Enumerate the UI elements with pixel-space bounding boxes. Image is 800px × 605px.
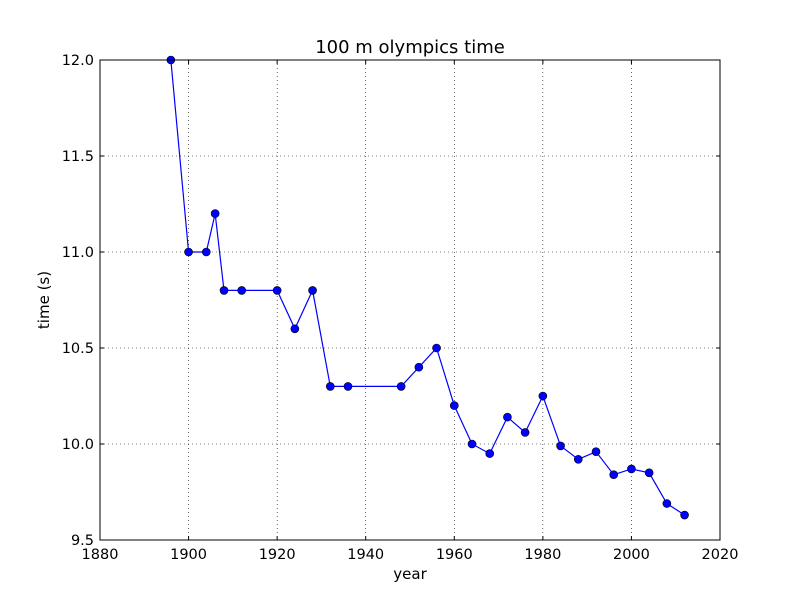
data-point [538, 391, 548, 401]
data-point [556, 441, 565, 451]
data-point [272, 286, 282, 295]
x-tick-label: 1980 [524, 547, 561, 563]
x-tick-label: 1940 [347, 547, 384, 563]
x-tick-label: 1960 [436, 547, 473, 563]
data-point [467, 439, 477, 449]
data-point [573, 455, 583, 464]
data-point [325, 382, 335, 391]
data-point [503, 412, 512, 422]
data-series [166, 55, 689, 520]
plot-background [100, 60, 720, 540]
data-point [662, 499, 672, 508]
x-axis-label: year [393, 565, 427, 583]
y-tick-label: 11.0 [62, 245, 94, 261]
data-point [591, 447, 601, 456]
data-point [237, 286, 247, 295]
data-point [609, 470, 619, 480]
series-line [170, 59, 685, 516]
x-tick-label: 1920 [259, 547, 296, 563]
x-tick-label: 2020 [702, 547, 739, 563]
y-tick-label: 12.0 [62, 53, 94, 69]
y-tick-label: 10.0 [62, 437, 94, 453]
data-point [396, 382, 406, 391]
grid-lines [100, 60, 720, 540]
x-tick-label: 1880 [82, 547, 119, 563]
data-point [308, 286, 317, 295]
data-point [432, 343, 441, 353]
data-point [290, 324, 300, 334]
plot-frame [99, 59, 721, 541]
data-point [644, 468, 654, 478]
y-tick-label: 10.5 [62, 341, 94, 357]
data-point [219, 286, 229, 295]
data-point [184, 247, 193, 257]
data-point [627, 464, 636, 474]
data-point [210, 209, 220, 218]
data-point [680, 510, 689, 520]
y-tick-label: 9.5 [71, 533, 94, 549]
y-axis-label: time (s) [35, 271, 53, 329]
data-point [449, 401, 459, 410]
axis-ticks: 1880 1900 1920 1940 1960 1980 2000 2020 9.5 10.0 1… [62, 53, 739, 563]
x-tick-label: 2000 [613, 547, 650, 563]
data-point [201, 247, 211, 257]
x-tick-label: 1900 [170, 547, 207, 563]
data-point [485, 449, 495, 458]
data-point [414, 362, 424, 372]
data-point [343, 382, 353, 391]
chart-title: 100 m olympics time [315, 37, 505, 58]
data-point [520, 428, 530, 437]
y-tick-label: 11.5 [62, 149, 94, 165]
